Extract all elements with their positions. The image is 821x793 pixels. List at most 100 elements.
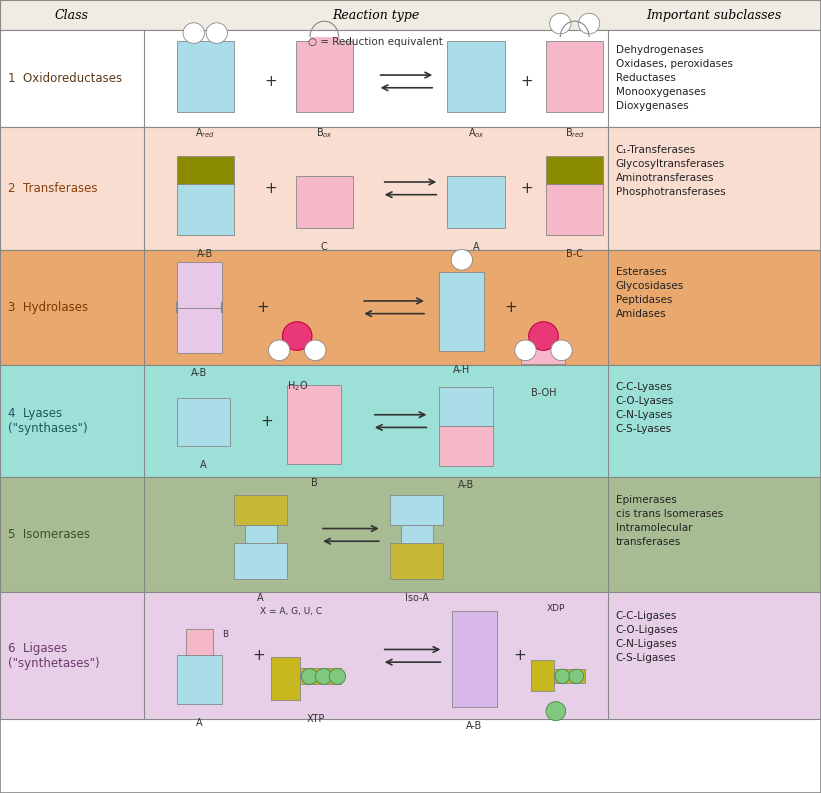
Text: 4  Lyases
("synthases"): 4 Lyases ("synthases") xyxy=(8,407,88,435)
Bar xyxy=(177,655,222,704)
Circle shape xyxy=(452,250,473,270)
Bar xyxy=(0,365,821,477)
Bar xyxy=(521,344,565,364)
Bar xyxy=(531,660,554,691)
Text: A$_{red}$: A$_{red}$ xyxy=(195,127,215,140)
Text: +: + xyxy=(521,74,534,89)
Text: ○ = Reduction equivalent: ○ = Reduction equivalent xyxy=(308,36,443,47)
Text: Class: Class xyxy=(55,9,89,21)
Bar xyxy=(177,155,234,183)
Text: +: + xyxy=(256,300,269,315)
Bar xyxy=(0,30,821,127)
Bar xyxy=(452,611,497,707)
Circle shape xyxy=(268,340,290,361)
Text: B-OH: B-OH xyxy=(530,388,557,397)
Text: A-B: A-B xyxy=(466,721,482,731)
Bar xyxy=(177,308,222,354)
Text: C: C xyxy=(321,242,328,252)
Bar xyxy=(447,176,505,228)
Bar xyxy=(439,427,493,466)
Text: +: + xyxy=(504,300,517,315)
Bar xyxy=(296,41,353,113)
Text: A: A xyxy=(195,718,203,728)
Text: A-H: A-H xyxy=(453,366,470,375)
Text: 5  Isomerases: 5 Isomerases xyxy=(8,528,90,542)
Text: Iso-A: Iso-A xyxy=(405,593,429,603)
Text: A-B: A-B xyxy=(197,249,213,259)
Bar xyxy=(0,250,821,365)
Bar xyxy=(554,669,585,684)
Text: Reaction type: Reaction type xyxy=(332,9,420,21)
Bar xyxy=(271,657,300,700)
Circle shape xyxy=(515,340,536,361)
Bar xyxy=(300,668,341,684)
Bar xyxy=(296,176,353,228)
Text: A-B: A-B xyxy=(458,481,474,490)
Circle shape xyxy=(555,669,570,684)
Text: Important subclasses: Important subclasses xyxy=(647,9,782,21)
Text: X = A, G, U, C: X = A, G, U, C xyxy=(260,607,323,616)
Bar xyxy=(546,183,603,235)
Text: B$_{ox}$: B$_{ox}$ xyxy=(316,127,333,140)
Circle shape xyxy=(305,340,326,361)
Text: +: + xyxy=(264,181,277,196)
Text: H$_2$O: H$_2$O xyxy=(287,380,308,393)
Circle shape xyxy=(315,668,332,684)
Circle shape xyxy=(550,13,571,34)
Text: B-C: B-C xyxy=(566,249,583,259)
Text: +: + xyxy=(513,649,526,663)
Bar xyxy=(0,592,821,719)
Bar xyxy=(390,496,443,526)
Text: C₁-Transferases
Glycosyltransferases
Aminotransferases
Phosphotransferases: C₁-Transferases Glycosyltransferases Ami… xyxy=(616,145,726,197)
Circle shape xyxy=(551,340,572,361)
Text: A: A xyxy=(200,460,207,470)
Text: 3  Hydrolases: 3 Hydrolases xyxy=(8,301,89,314)
Circle shape xyxy=(183,23,204,44)
Text: B: B xyxy=(222,630,227,638)
Bar xyxy=(439,387,493,427)
Text: C-C-Ligases
C-O-Ligases
C-N-Ligases
C-S-Ligases: C-C-Ligases C-O-Ligases C-N-Ligases C-S-… xyxy=(616,611,678,664)
Bar xyxy=(245,526,277,543)
Bar xyxy=(401,526,433,543)
Circle shape xyxy=(282,322,312,351)
Bar xyxy=(234,496,287,526)
Bar xyxy=(447,41,505,113)
Text: Dehydrogenases
Oxidases, peroxidases
Reductases
Monooxygenases
Dioxygenases: Dehydrogenases Oxidases, peroxidases Red… xyxy=(616,44,733,111)
Bar xyxy=(0,127,821,250)
Bar xyxy=(0,477,821,592)
Bar xyxy=(234,543,287,579)
Circle shape xyxy=(569,669,584,684)
Text: Esterases
Glycosidases
Peptidases
Amidases: Esterases Glycosidases Peptidases Amidas… xyxy=(616,267,684,319)
Text: +: + xyxy=(260,414,273,428)
Bar xyxy=(0,0,821,30)
Bar xyxy=(287,385,341,464)
Circle shape xyxy=(329,668,346,684)
Bar xyxy=(310,37,338,57)
Text: A-B: A-B xyxy=(191,368,207,377)
Circle shape xyxy=(206,23,227,44)
Circle shape xyxy=(579,13,600,34)
Bar xyxy=(439,272,484,351)
Bar xyxy=(186,629,213,655)
Text: A: A xyxy=(257,593,264,603)
Bar xyxy=(390,543,443,579)
Text: +: + xyxy=(252,649,265,663)
Circle shape xyxy=(301,668,318,684)
Text: +: + xyxy=(521,181,534,196)
Text: 1  Oxidoreductases: 1 Oxidoreductases xyxy=(8,72,122,85)
Text: XTP: XTP xyxy=(307,714,325,725)
Text: A$_{ox}$: A$_{ox}$ xyxy=(468,127,484,140)
Bar xyxy=(177,183,234,235)
Bar xyxy=(177,398,230,446)
Text: 2  Transferases: 2 Transferases xyxy=(8,182,98,195)
Text: 6  Ligases
("synthetases"): 6 Ligases ("synthetases") xyxy=(8,642,100,670)
Text: XDP: XDP xyxy=(547,604,565,613)
Bar xyxy=(177,262,222,308)
Text: B: B xyxy=(310,478,318,488)
Text: B$_{red}$: B$_{red}$ xyxy=(565,127,585,140)
Text: A: A xyxy=(473,242,479,252)
Text: C-C-Lyases
C-O-Lyases
C-N-Lyases
C-S-Lyases: C-C-Lyases C-O-Lyases C-N-Lyases C-S-Lya… xyxy=(616,381,674,434)
Bar xyxy=(546,41,603,113)
Bar xyxy=(546,155,603,183)
Circle shape xyxy=(529,322,558,351)
